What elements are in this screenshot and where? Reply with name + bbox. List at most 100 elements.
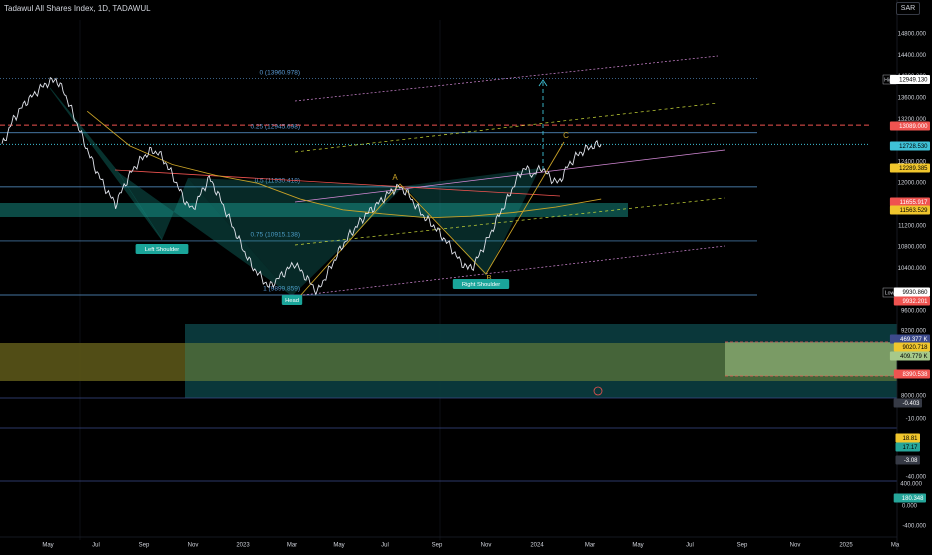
pane2-ytick-0: -10.000	[906, 417, 927, 423]
pattern-left-shoulder	[118, 172, 292, 296]
pane1-forecast-box	[725, 342, 897, 376]
xtick-10: 2024	[530, 543, 544, 549]
pattern-left-wing	[49, 87, 163, 241]
pane1-label-1: 9020.718	[902, 345, 928, 351]
fib-label-2: 0.5 (11930.418)	[255, 178, 300, 185]
pattern-tag-bg-2	[452, 279, 510, 289]
ytick-10: 9600.000	[901, 309, 927, 315]
wave-path	[299, 141, 565, 297]
xtick-9: Nov	[481, 543, 492, 549]
xtick-7: Jul	[381, 543, 389, 549]
xtick-12: May	[632, 543, 643, 549]
xtick-1: Jul	[92, 543, 100, 549]
pattern-tag-1: Head	[285, 298, 299, 304]
fib-label-1: 0.25 (12945.698)	[250, 123, 300, 130]
pane1-ytick-0: 9200.000	[901, 329, 927, 335]
pane3-label-1: 17.17	[902, 445, 918, 451]
price-label-6-bg	[893, 287, 930, 297]
pane3-ytick-0: -40.000	[906, 475, 927, 481]
pane3-label-0: 18.81	[902, 436, 918, 442]
ytick-9: 10400.000	[898, 266, 927, 272]
pattern-tag-bg-0	[135, 244, 189, 254]
wave-label-b: B	[486, 274, 491, 283]
flash-icon	[593, 386, 603, 396]
pane1-label-1-bg	[893, 342, 930, 352]
pattern-tag-2: Right Shoulder	[462, 282, 500, 288]
channel-mid	[294, 149, 726, 203]
pane4-label-0-bg	[893, 493, 926, 503]
price-label-0: 12949.130	[899, 78, 928, 84]
xtick-15: Nov	[790, 543, 801, 549]
xtick-5: Mar	[287, 543, 297, 549]
xtick-2: Sep	[139, 543, 150, 549]
sma-line	[86, 110, 602, 219]
xtick-14: Sep	[737, 543, 748, 549]
ytick-4: 13200.000	[898, 117, 927, 123]
xtick-0: May	[42, 543, 53, 549]
pane3-label-2-bg	[895, 455, 920, 465]
pane4-ytick-2: -400.000	[902, 524, 926, 530]
channel-lower	[294, 245, 726, 297]
ytick-5: 12400.000	[898, 159, 927, 165]
pane4-label-0: 180.348	[902, 496, 924, 502]
pattern-tag-0: Left Shoulder	[145, 247, 180, 253]
pattern-head	[188, 178, 404, 296]
price-label-4: 11655.917	[900, 200, 929, 206]
xtick-17: Ma	[891, 543, 900, 549]
price-label-5: 11563.529	[900, 208, 929, 214]
price-label-1: 13089.000	[899, 124, 928, 130]
target-arrow-head	[538, 79, 548, 87]
pane1-label-0: 469.377 K	[900, 337, 927, 343]
neckline-band	[0, 203, 628, 217]
low-tag: Low	[885, 290, 895, 296]
pane3-label-0-bg	[895, 433, 920, 443]
price-label-0-bg	[889, 75, 930, 84]
fib-label-4: 1 (9899.859)	[263, 286, 300, 293]
price-label-2-bg	[889, 141, 930, 151]
ytick-0: 14800.000	[898, 32, 927, 38]
pane1-label-2: 409.779 K	[900, 354, 927, 360]
pane4-ytick-0: 400.000	[900, 482, 922, 488]
pattern-tag-bg-1	[281, 295, 303, 305]
fib-label-0: 0 (13960.978)	[260, 69, 300, 76]
pane1-label-0-bg	[889, 334, 930, 344]
channel-upper	[294, 55, 719, 102]
pane1-olive-zone	[0, 343, 185, 381]
price-label-6: 9930.860	[902, 290, 928, 296]
high-tag: High	[884, 77, 895, 83]
pane4-ytick-1: 0.000	[902, 504, 918, 510]
price-label-1-bg	[889, 121, 930, 131]
price-line	[1, 76, 602, 296]
chart-title: Tadawul All Shares Index, 1D, TADAWUL	[4, 4, 151, 13]
pane1-label-2-bg	[889, 351, 930, 361]
pattern-right-shoulder	[404, 168, 540, 276]
xtick-11: Mar	[585, 543, 595, 549]
pane1-label-3: 8390.538	[902, 372, 928, 378]
descending-trendline	[114, 169, 561, 197]
xtick-6: May	[333, 543, 344, 549]
pane1-ytick-1: 8000.000	[901, 394, 927, 400]
fib-label-3: 0.75 (10915.138)	[250, 232, 300, 239]
currency-button[interactable]: SAR	[896, 2, 920, 15]
price-label-7: 9932.201	[902, 299, 928, 305]
ytick-8: 10800.000	[898, 245, 927, 251]
price-label-4-bg	[889, 197, 930, 207]
ytick-6: 12000.000	[898, 181, 927, 187]
ytick-3: 13600.000	[898, 96, 927, 102]
channel-lower-mid	[294, 197, 726, 246]
pane1-label-3-bg	[893, 369, 930, 379]
wave-label-c: C	[563, 131, 569, 140]
xtick-13: Jul	[686, 543, 694, 549]
pane3-label-1-bg	[895, 442, 920, 452]
xtick-3: Nov	[188, 543, 199, 549]
xtick-8: Sep	[432, 543, 443, 549]
price-label-7-bg	[893, 296, 930, 306]
pane2-label-0: -0.403	[902, 401, 920, 407]
xtick-4: 2023	[236, 543, 250, 549]
ytick-1: 14400.000	[898, 53, 927, 59]
wave-label-a: A	[392, 173, 398, 182]
price-label-3-bg	[889, 163, 930, 173]
pane3-label-2: -3.08	[904, 458, 918, 464]
